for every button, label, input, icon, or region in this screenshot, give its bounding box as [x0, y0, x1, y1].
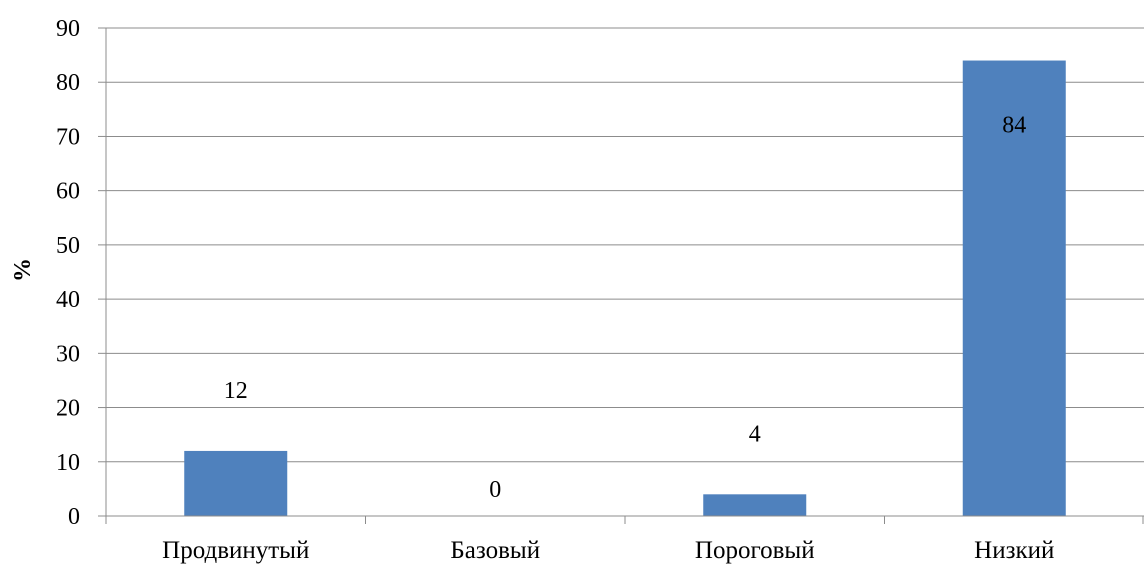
y-tick-label: 30 — [56, 341, 80, 367]
grid-lines — [106, 27, 1144, 463]
data-label: 84 — [1002, 113, 1026, 139]
labels: 0 10 20 30 40 50 60 70 80 90 12 Продвинутый 0 Базовый… — [56, 16, 1054, 564]
y-tick-label: 90 — [56, 16, 80, 42]
y-tick-label: 20 — [56, 396, 80, 422]
x-category-label: Низкий — [974, 537, 1054, 564]
y-tick-label: 70 — [56, 124, 80, 150]
bar-1 — [184, 450, 288, 516]
x-category-label: Базовый — [450, 537, 540, 564]
y-axis-title: % — [10, 258, 36, 282]
y-tick-label: 80 — [56, 70, 80, 96]
y-tick-label: 50 — [56, 233, 80, 259]
data-label: 0 — [489, 477, 501, 503]
x-category-label: Пороговый — [695, 537, 815, 564]
data-label: 12 — [224, 378, 248, 404]
y-tick-label: 10 — [56, 450, 80, 476]
x-category-label: Продвинутый — [162, 537, 309, 564]
bars — [184, 60, 1066, 517]
y-tick-label: 0 — [68, 504, 80, 530]
bar-3 — [703, 494, 807, 516]
data-label: 4 — [749, 421, 761, 447]
bar-4 — [962, 60, 1066, 517]
axes — [98, 27, 1144, 524]
y-tick-label: 40 — [56, 287, 80, 313]
y-tick-label: 60 — [56, 179, 80, 205]
